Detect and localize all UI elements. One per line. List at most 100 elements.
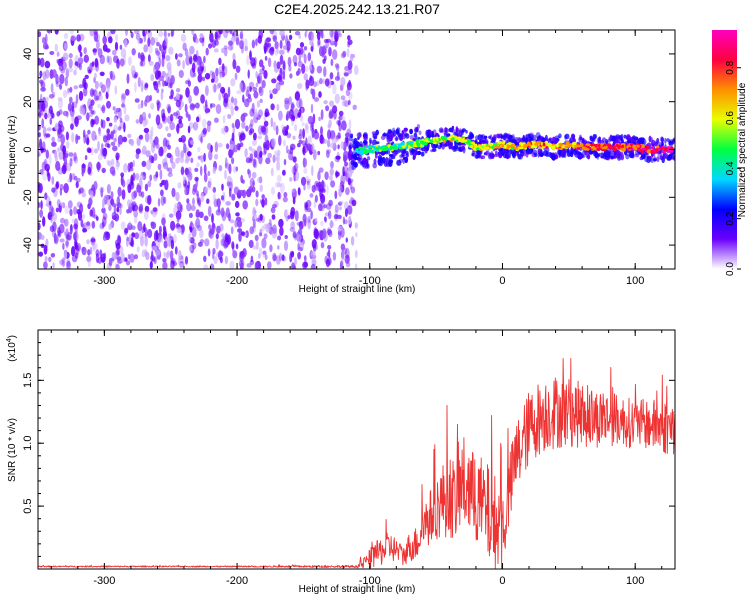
spectrogram-noise-cell: [314, 194, 318, 203]
spectrogram-noise-cell: [165, 126, 169, 132]
spectrogram-signal-cell: [500, 151, 504, 156]
spectrogram-noise-cell: [189, 55, 193, 65]
spectrogram-noise-cell: [97, 48, 103, 58]
spectrogram-noise-cell: [219, 72, 223, 79]
spectrogram-noise-cell: [182, 59, 185, 70]
spectrogram-noise-cell: [158, 75, 164, 82]
spectrogram-noise-cell: [161, 217, 166, 226]
spectrogram-noise-cell: [76, 63, 81, 68]
spectrogram-x-tick-label: -300: [93, 275, 115, 287]
spectrogram-noise-cell: [321, 137, 325, 144]
spectrogram-noise-cell: [75, 181, 79, 189]
spectrogram-noise-cell: [184, 187, 189, 196]
spectrogram-noise-cell: [60, 217, 65, 224]
spectrogram-noise-cell: [248, 129, 253, 136]
spectrogram-signal-cell: [482, 147, 488, 151]
spectrogram-noise-cell: [107, 55, 112, 65]
spectrogram-noise-cell: [255, 240, 259, 250]
spectrogram-signal-cell: [350, 158, 356, 162]
spectrogram-noise-cell: [263, 233, 268, 240]
spectrogram-noise-cell: [234, 105, 239, 111]
spectrogram-noise-cell: [282, 169, 286, 176]
spectrogram-noise-cell: [340, 141, 345, 150]
spectrogram-noise-cell: [235, 37, 240, 46]
spectrogram-noise-cell: [42, 126, 47, 137]
spectrogram-signal-cell: [460, 139, 465, 143]
spectrogram-signal-cell: [450, 128, 456, 134]
spectrogram-noise-cell: [228, 40, 233, 46]
spectrogram-noise-cell: [117, 186, 122, 197]
spectrogram-noise-cell: [239, 251, 245, 260]
spectrogram-noise-cell: [298, 242, 304, 251]
spectrogram-signal-cell: [399, 154, 404, 158]
spectrogram-noise-cell: [143, 127, 150, 134]
spectrogram-noise-cell: [203, 55, 206, 64]
spectrogram-noise-cell: [245, 125, 249, 132]
spectrogram-noise-cell: [49, 204, 54, 215]
spectrogram-signal-cell: [519, 146, 524, 150]
spectrogram-noise-cell: [215, 233, 219, 240]
spectrogram-noise-cell: [272, 35, 277, 42]
spectrogram-noise-cell: [224, 169, 227, 180]
spectrogram-noise-cell: [55, 73, 59, 85]
spectrogram-noise-cell: [307, 115, 314, 125]
spectrogram-noise-cell: [38, 251, 44, 257]
spectrogram-signal-cell: [573, 149, 578, 156]
spectrogram-noise-cell: [299, 42, 305, 48]
spectrogram-noise-cell: [249, 86, 252, 92]
spectrogram-noise-cell: [136, 246, 140, 253]
spectrogram-noise-cell: [167, 172, 173, 177]
spectrogram-noise-cell: [60, 68, 65, 74]
spectrogram-noise-cell: [176, 59, 181, 67]
spectrogram-signal-cell: [670, 155, 674, 160]
spectrogram-noise-cell: [300, 176, 307, 186]
spectrogram-noise-cell: [272, 121, 277, 131]
spectrogram-noise-cell: [203, 172, 208, 183]
spectrogram-noise-cell: [254, 209, 257, 214]
spectrogram-noise-cell: [144, 131, 150, 143]
spectrogram-noise-cell: [308, 64, 313, 71]
spectrogram-noise-cell: [54, 30, 59, 35]
spectrogram-noise-cell: [99, 81, 103, 89]
spectrogram-signal-cell: [482, 143, 487, 147]
spectrogram-noise-cell: [103, 135, 108, 143]
spectrogram-noise-cell: [117, 126, 122, 131]
spectrogram-noise-cell: [39, 209, 44, 218]
spectrogram-noise-cell: [310, 263, 316, 269]
spectrogram-noise-cell: [92, 48, 97, 56]
spectrogram-noise-cell: [235, 166, 239, 172]
spectrogram-noise-cell: [228, 163, 232, 175]
spectrogram-signal-cell: [385, 161, 391, 168]
spectrogram-noise-cell: [231, 35, 237, 41]
spectrogram-noise-cell: [279, 226, 284, 236]
spectrogram-noise-cell: [200, 165, 203, 176]
spectrogram-noise-cell: [216, 225, 221, 234]
spectrogram-noise-cell: [130, 139, 135, 147]
spectrogram-x-label: Height of straight line (km): [299, 284, 416, 295]
spectrogram-noise-cell: [307, 135, 312, 146]
spectrogram-noise-cell: [276, 255, 281, 265]
spectrogram-noise-cell: [346, 254, 350, 263]
spectrogram-signal-cell: [502, 141, 506, 145]
spectrogram-noise-cell: [255, 38, 258, 47]
spectrogram-noise-cell: [317, 150, 321, 156]
spectrogram-noise-cell: [48, 200, 52, 206]
spectrogram-noise-cell: [71, 254, 78, 263]
spectrogram-signal-cell: [372, 139, 377, 146]
spectrogram-signal-cell: [534, 152, 538, 157]
spectrogram-noise-cell: [148, 44, 153, 54]
spectrogram-noise-cell: [244, 45, 248, 52]
spectrogram-noise-cell: [215, 239, 219, 250]
spectrogram-signal-cell: [474, 143, 478, 148]
spectrogram-noise-cell: [292, 156, 297, 163]
spectrogram-signal-cell: [467, 136, 473, 140]
spectrogram-signal-cell: [383, 132, 386, 136]
spectrogram-noise-cell: [165, 236, 169, 242]
spectrogram-noise-cell: [49, 117, 53, 125]
spectrogram-noise-cell: [327, 129, 332, 140]
spectrogram-noise-cell: [65, 140, 70, 149]
spectrogram-noise-cell: [211, 223, 216, 232]
spectrogram-signal-cell: [367, 148, 372, 153]
spectrogram-noise-cell: [290, 221, 296, 230]
spectrogram-noise-cell: [69, 208, 73, 217]
